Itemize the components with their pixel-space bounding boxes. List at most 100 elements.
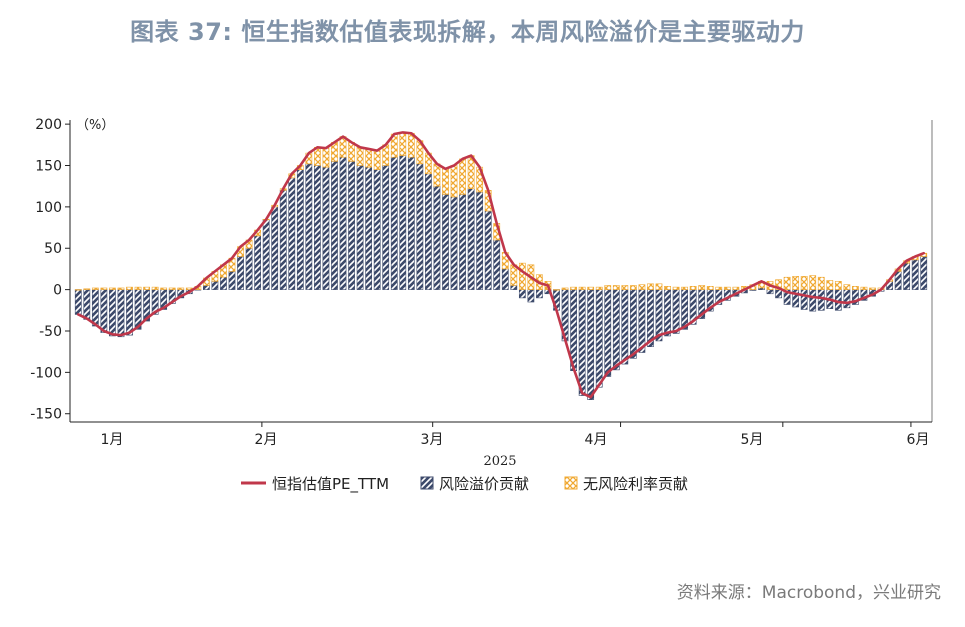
risk-free-bar (160, 287, 168, 290)
x-tick-label: 5月 (741, 432, 764, 448)
risk-free-bar (723, 286, 731, 290)
risk-free-bar (638, 284, 646, 290)
risk-free-bar (612, 285, 620, 290)
risk-free-bar (365, 148, 373, 168)
risk-free-bar (604, 285, 612, 290)
x-tick-label: 2月 (255, 432, 278, 448)
risk-premium-bar (390, 156, 398, 290)
risk-premium-bar (800, 289, 808, 310)
risk-free-bar (561, 287, 569, 290)
hatched-orange-swatch-icon (564, 476, 578, 490)
y-tick-label: -150 (30, 407, 62, 423)
risk-free-bar (681, 286, 688, 290)
risk-free-bar (356, 147, 364, 166)
bars (74, 132, 928, 400)
x-tick-label: 3月 (421, 432, 444, 448)
hatched-navy-swatch-icon (420, 476, 434, 490)
risk-premium-bar (322, 166, 330, 290)
risk-free-bar (578, 286, 586, 290)
risk-premium-bar (237, 256, 244, 290)
risk-free-bar (433, 163, 441, 187)
risk-premium-bar (203, 285, 210, 290)
risk-premium-bar (578, 289, 586, 396)
risk-free-bar (91, 287, 99, 290)
y-tick-label: -100 (30, 365, 62, 381)
risk-premium-bar (356, 165, 364, 290)
risk-free-bar (689, 286, 697, 290)
risk-free-bar (843, 284, 851, 290)
risk-premium-bar (834, 289, 842, 311)
risk-free-bar (100, 287, 108, 290)
risk-premium-bar (74, 289, 82, 315)
risk-premium-bar (638, 289, 646, 353)
risk-free-bar (177, 287, 185, 290)
x-tick-label: 4月 (585, 432, 608, 448)
risk-free-bar (792, 276, 800, 290)
risk-premium-bar (518, 289, 526, 299)
risk-free-bar (518, 262, 526, 290)
y-tick-label: 200 (35, 117, 62, 133)
legend: 恒指估值PE_TTM 风险溢价贡献 无风险利率贡献 (241, 475, 688, 494)
risk-free-bar (869, 287, 876, 290)
risk-premium-bar (484, 210, 492, 290)
risk-premium-bar (459, 194, 466, 290)
risk-premium-bar (126, 289, 133, 336)
risk-premium-bar (493, 239, 501, 290)
y-tick-label: -50 (39, 324, 62, 340)
risk-free-bar (621, 285, 629, 290)
risk-premium-bar (621, 289, 629, 365)
risk-premium-bar (510, 285, 518, 290)
source-note: 资料来源：Macrobond，兴业研究 (676, 583, 941, 603)
risk-premium-bar (365, 166, 373, 290)
risk-premium-bar (348, 161, 355, 290)
risk-free-bar (399, 132, 407, 156)
risk-premium-bar (817, 289, 825, 311)
risk-free-bar (860, 286, 868, 290)
risk-free-bar (83, 288, 91, 290)
risk-premium-bar (100, 289, 108, 333)
risk-premium-bar (220, 276, 227, 290)
risk-premium-bar (450, 196, 458, 290)
risk-free-bar (706, 286, 714, 290)
risk-premium-bar (766, 289, 774, 295)
risk-premium-bar (476, 191, 484, 290)
risk-premium-bar (331, 161, 338, 290)
y-tick-label: 50 (44, 241, 62, 257)
risk-free-bar (783, 276, 791, 290)
risk-premium-bar (314, 165, 321, 290)
risk-premium-bar (587, 289, 595, 400)
risk-premium-bar (399, 155, 407, 290)
risk-premium-bar (373, 169, 381, 290)
legend-label-risk-premium: 风险溢价贡献 (439, 475, 529, 493)
pe-ttm-line (76, 131, 926, 399)
risk-premium-bar (467, 188, 475, 290)
risk-premium-bar (595, 289, 603, 388)
risk-free-bar (126, 286, 133, 290)
risk-free-bar (553, 289, 560, 291)
risk-free-bar (698, 285, 706, 290)
risk-premium-bar (425, 173, 432, 290)
risk-free-bar (442, 168, 449, 195)
risk-premium-bar (254, 235, 261, 290)
y-tick-label: 100 (35, 200, 62, 216)
axes: （%） 200 150 100 50 0 -50 -100 -150 1月 2月 3月 4月 5月 6月 20… (30, 117, 933, 469)
risk-premium-bar (228, 271, 236, 290)
risk-free-bar (348, 142, 355, 162)
risk-free-bar (134, 286, 142, 290)
risk-free-bar (732, 286, 740, 290)
risk-free-bar (382, 144, 390, 166)
risk-free-bar (809, 275, 817, 290)
risk-premium-bar (442, 194, 449, 290)
risk-premium-bar (117, 289, 125, 338)
risk-free-bar (74, 289, 82, 291)
risk-free-bar (595, 286, 603, 290)
risk-free-bar (852, 286, 859, 290)
risk-premium-bar (604, 289, 612, 377)
legend-label-risk-free: 无风险利率贡献 (583, 475, 688, 493)
risk-premium-bar (433, 185, 441, 290)
risk-free-bar (715, 286, 723, 290)
risk-free-bar (117, 287, 125, 290)
risk-premium-bar (296, 169, 304, 290)
risk-premium-bar (775, 289, 782, 299)
y-tick-label: 0 (53, 283, 62, 299)
